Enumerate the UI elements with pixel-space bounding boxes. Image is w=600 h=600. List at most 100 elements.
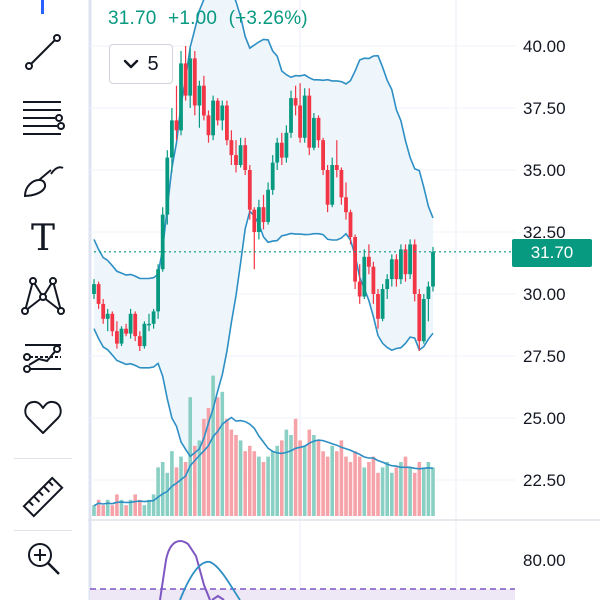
candle — [385, 274, 390, 299]
candle — [421, 294, 426, 344]
volume-bar — [160, 462, 165, 516]
interval-selector[interactable]: 5 — [109, 44, 173, 84]
volume-bar — [284, 429, 289, 516]
candle — [270, 155, 275, 195]
favorites-tool[interactable] — [14, 392, 72, 442]
brush-tool[interactable] — [14, 155, 72, 205]
candle — [298, 83, 302, 143]
candle — [137, 331, 142, 351]
volume-bar — [202, 418, 206, 516]
forecast-tool[interactable] — [14, 332, 72, 382]
price-tick: 25.00 — [523, 409, 566, 428]
candle — [353, 234, 357, 289]
indicator-pane — [90, 540, 515, 600]
volume-bar — [339, 440, 344, 516]
volume-bar — [101, 505, 105, 516]
volume-bar — [316, 440, 321, 516]
forecast-icon — [23, 344, 61, 373]
volume-bar — [367, 462, 371, 516]
measure-tool[interactable] — [14, 472, 72, 522]
candle — [124, 323, 128, 337]
pattern-tool[interactable] — [14, 270, 72, 320]
candle — [316, 115, 321, 148]
toolbar-divider — [14, 458, 72, 459]
candle — [165, 150, 170, 225]
ruler-icon — [22, 476, 64, 518]
trend-line-tool[interactable] — [14, 27, 72, 77]
volume-bar — [330, 445, 334, 516]
candle — [119, 326, 124, 347]
price-tick: 35.00 — [523, 161, 566, 180]
candle — [220, 100, 225, 131]
candle — [348, 209, 353, 245]
volume-bar — [422, 467, 426, 516]
price-tick: 40.00 — [523, 37, 566, 56]
candle — [156, 264, 160, 319]
candlesticks — [92, 46, 435, 351]
interval-label: 5 — [147, 52, 159, 75]
candle — [257, 199, 261, 240]
candle — [101, 299, 106, 324]
pattern-icon — [21, 277, 65, 315]
candle — [202, 75, 206, 121]
candle — [252, 207, 257, 270]
candle — [380, 284, 385, 322]
volume-bar — [280, 440, 284, 516]
volume-bar — [211, 375, 215, 516]
candle — [96, 281, 101, 309]
candle — [417, 289, 422, 351]
volume-bar — [385, 462, 389, 516]
candle — [247, 165, 252, 220]
volume-bar — [206, 408, 211, 516]
zoom-tool[interactable] — [14, 533, 72, 583]
volume-bar — [124, 505, 128, 516]
indicator-line-fast — [159, 540, 211, 600]
candle — [289, 90, 293, 138]
candle — [192, 51, 197, 116]
candle — [408, 239, 412, 280]
candle — [197, 80, 202, 128]
candle — [211, 95, 215, 141]
current-price-label: 31.70 — [512, 239, 592, 267]
fib-lines-icon — [23, 101, 65, 135]
volume-bar — [142, 505, 147, 516]
volume-bar — [110, 505, 115, 516]
candle — [229, 130, 234, 165]
fib-retracement-tool[interactable] — [14, 91, 72, 141]
toolbar-top-marker — [41, 0, 44, 14]
volume-bar — [348, 462, 353, 516]
candle — [275, 137, 280, 170]
candle — [133, 311, 138, 342]
volume-bar — [248, 445, 252, 516]
indicator-tick: 80.00 — [523, 551, 566, 570]
candle — [279, 132, 284, 165]
candle — [238, 137, 243, 168]
volume-bar — [261, 462, 266, 516]
volume-bar — [408, 467, 412, 516]
volume-bar — [275, 445, 279, 516]
volume-bar — [344, 456, 348, 516]
candle — [344, 182, 348, 220]
candle — [225, 100, 229, 146]
price-header: 31.70 +1.00 (+3.26%) — [108, 8, 314, 30]
volume-bar — [307, 429, 312, 516]
candle — [431, 246, 435, 292]
volume-bar — [289, 435, 293, 516]
volume-bar — [193, 445, 197, 516]
volume-bar — [165, 472, 170, 516]
volume-bar — [293, 418, 298, 516]
volume-bar — [215, 397, 220, 516]
price-tick: 32.50 — [523, 223, 566, 242]
volume-bar — [96, 499, 101, 516]
volume-bar — [376, 472, 380, 516]
volume-bar — [220, 391, 225, 516]
last-price: 31.70 — [108, 8, 157, 29]
candle — [188, 48, 193, 108]
text-tool[interactable]: T — [14, 212, 72, 262]
volume-bar — [197, 440, 202, 516]
candle — [302, 88, 307, 143]
candle — [92, 279, 96, 299]
candle — [215, 98, 220, 126]
drawing-toolbar: T — [0, 0, 88, 600]
